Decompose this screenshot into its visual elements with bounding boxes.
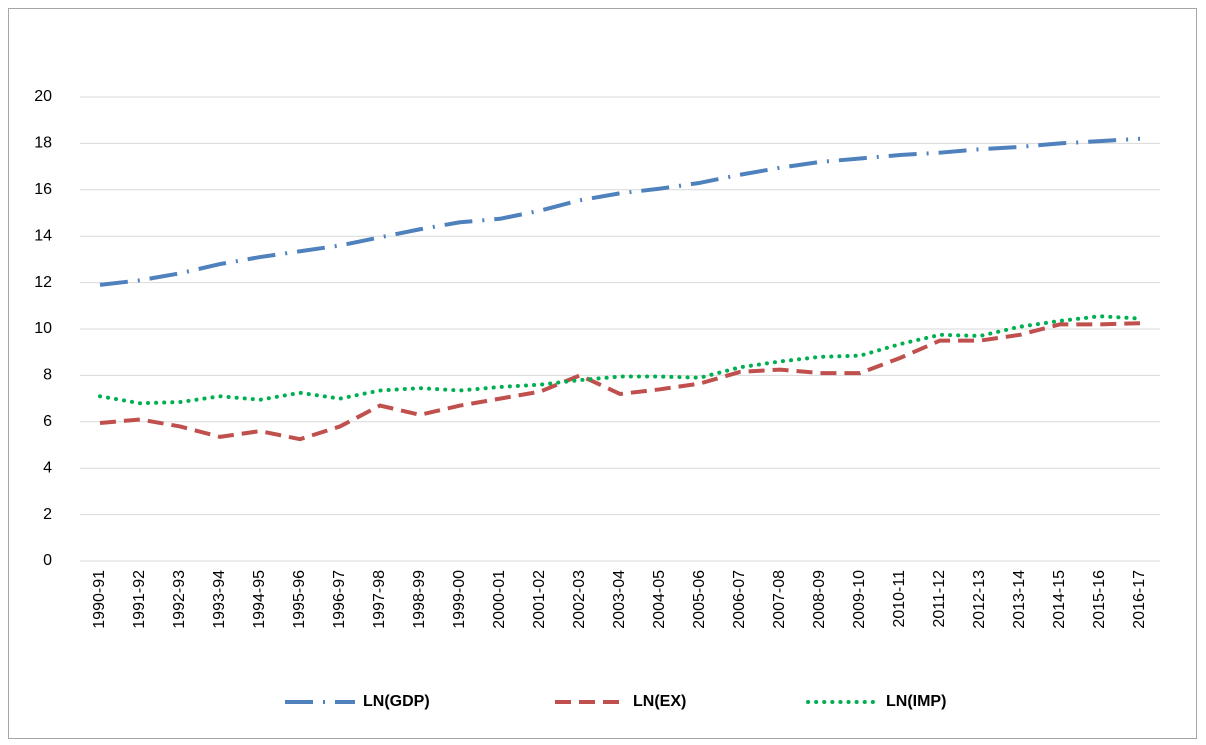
y-tick-label: 12 bbox=[34, 274, 52, 291]
x-tick-label: 2011-12 bbox=[931, 570, 948, 628]
legend-label: LN(GDP) bbox=[363, 693, 430, 710]
x-tick-label: 1999-00 bbox=[451, 570, 468, 629]
data-line bbox=[99, 321, 1141, 442]
legend-label: LN(IMP) bbox=[886, 693, 946, 710]
data-line bbox=[99, 136, 1141, 287]
y-tick-label: 0 bbox=[43, 552, 52, 569]
x-tick-label: 2002-03 bbox=[571, 570, 588, 629]
x-tick-label: 1994-95 bbox=[251, 570, 268, 629]
y-tick-label: 8 bbox=[43, 367, 52, 384]
x-tick-label: 1993-94 bbox=[211, 570, 228, 629]
x-tick-label: 2008-09 bbox=[811, 570, 828, 629]
y-tick-label: 16 bbox=[34, 181, 52, 198]
y-tick-label: 20 bbox=[34, 88, 52, 105]
x-tick-label: 2000-01 bbox=[491, 570, 508, 629]
x-tick-label: 2006-07 bbox=[731, 570, 748, 629]
x-tick-label: 1995-96 bbox=[291, 570, 308, 629]
x-tick-label: 2004-05 bbox=[651, 570, 668, 629]
y-tick-label: 14 bbox=[34, 227, 52, 244]
x-tick-label: 2005-06 bbox=[691, 570, 708, 629]
chart-frame bbox=[8, 8, 1197, 739]
x-tick-label: 2015-16 bbox=[1091, 570, 1108, 629]
x-tick-label: 2012-13 bbox=[971, 570, 988, 629]
x-tick-label: 2009-10 bbox=[851, 570, 868, 629]
x-tick-label: 1997-98 bbox=[371, 570, 388, 629]
x-tick-label: 1991-92 bbox=[131, 570, 148, 629]
x-tick-label: 1998-99 bbox=[411, 570, 428, 629]
data-line bbox=[98, 314, 1142, 406]
x-tick-label: 2007-08 bbox=[771, 570, 788, 629]
x-tick-label: 2001-02 bbox=[531, 570, 548, 629]
legend-label: LN(EX) bbox=[633, 693, 686, 710]
y-tick-label: 2 bbox=[43, 506, 52, 523]
x-tick-label: 1990-91 bbox=[91, 570, 108, 629]
x-tick-label: 1992-93 bbox=[171, 570, 188, 629]
y-tick-label: 18 bbox=[34, 135, 52, 152]
y-tick-label: 6 bbox=[43, 413, 52, 430]
x-tick-label: 2016-17 bbox=[1131, 570, 1148, 629]
y-tick-label: 10 bbox=[34, 320, 52, 337]
y-tick-label: 4 bbox=[43, 459, 52, 476]
x-tick-label: 2014-15 bbox=[1051, 570, 1068, 629]
x-tick-label: 2013-14 bbox=[1011, 570, 1028, 629]
x-tick-label: 1996-97 bbox=[331, 570, 348, 629]
x-tick-label: 2003-04 bbox=[611, 570, 628, 629]
x-tick-label: 2010-11 bbox=[891, 570, 908, 628]
